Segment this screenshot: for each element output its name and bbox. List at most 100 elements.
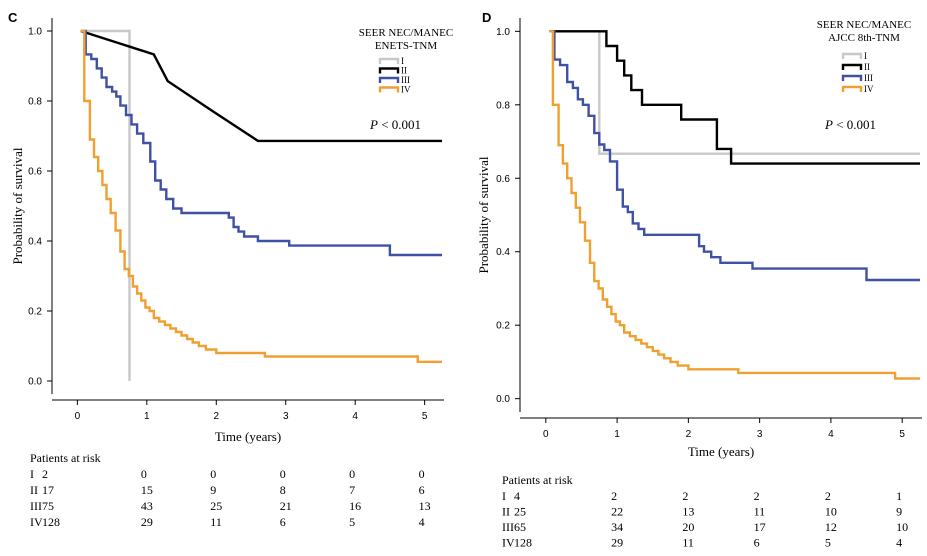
y-tick-label: 1.0	[28, 27, 42, 38]
legend-swatch-iv	[841, 85, 863, 92]
legend-swatch-ii	[841, 63, 863, 70]
risk-row-label: I	[502, 489, 506, 503]
series-line-ii	[549, 30, 920, 165]
risk-cell: 9	[896, 505, 902, 519]
risk-cell: 11	[210, 515, 222, 529]
y-tick-label: 0.8	[28, 97, 42, 108]
risk-cell: 128	[514, 536, 532, 550]
risk-cell: 10	[825, 505, 837, 519]
risk-cell: 17	[42, 483, 54, 497]
series-group	[549, 30, 920, 380]
risk-cell: 4	[896, 536, 902, 550]
legend-label: I	[401, 56, 404, 66]
y-tick-label: 0.0	[496, 394, 510, 405]
legend-swatch-iii	[841, 74, 863, 81]
risk-cell: 0	[210, 467, 216, 481]
legend-title-line: SEER NEC/MANEC	[817, 19, 911, 31]
risk-cell: 29	[141, 515, 153, 529]
x-tick-label: 2	[213, 411, 219, 422]
risk-cell: 8	[280, 483, 286, 497]
y-axis-title: Probability of survival	[10, 147, 25, 264]
risk-cell: 10	[896, 520, 908, 534]
series-group	[80, 29, 442, 381]
risk-cell: 128	[42, 515, 60, 529]
y-tick-label: 0.6	[28, 167, 42, 178]
p-value-text: < 0.001	[378, 117, 421, 132]
legend-swatch-i	[841, 52, 863, 59]
legend-label: III	[864, 73, 873, 83]
panel-letter: C	[8, 10, 18, 25]
risk-cell: 11	[682, 536, 694, 550]
y-axis-title: Probability of survival	[476, 156, 491, 273]
risk-cell: 5	[825, 536, 831, 550]
y-tick-label: 0.0	[28, 377, 42, 388]
risk-cell: 5	[349, 515, 355, 529]
risk-cell: 4	[419, 515, 425, 529]
risk-row-label: II	[502, 505, 510, 519]
x-tick-label: 3	[283, 411, 289, 422]
x-tick-label: 2	[686, 429, 692, 440]
risk-cell: 12	[825, 520, 837, 534]
legend-label: III	[401, 75, 410, 85]
p-value-annotation: P < 0.001	[824, 117, 876, 132]
risk-cell: 6	[280, 515, 286, 529]
risk-row-label: II	[30, 483, 38, 497]
x-tick-label: 0	[543, 429, 549, 440]
legend-label: I	[864, 51, 867, 61]
series-line-iv	[80, 29, 442, 363]
legend-label: II	[864, 62, 870, 72]
y-tick-label: 0.4	[496, 247, 510, 258]
risk-cell: 13	[419, 499, 431, 513]
p-value-symbol: P	[824, 117, 833, 132]
series-line-i	[80, 29, 131, 381]
risk-cell: 17	[754, 520, 766, 534]
series-line-iv	[549, 30, 920, 380]
legend-label: II	[401, 66, 407, 76]
risk-cell: 15	[141, 483, 153, 497]
risk-row-label: IV	[30, 515, 43, 529]
x-tick-label: 4	[352, 411, 358, 422]
risk-cell: 0	[419, 467, 425, 481]
series-line-iii	[80, 29, 442, 257]
risk-cell: 2	[825, 489, 831, 503]
risk-cell: 16	[349, 499, 361, 513]
legend-label: IV	[864, 84, 874, 94]
x-axis-title: Time (years)	[215, 429, 281, 444]
risk-row-label: I	[30, 467, 34, 481]
risk-cell: 65	[514, 520, 526, 534]
p-value-annotation: P < 0.001	[369, 117, 421, 132]
legend-swatch-iv	[378, 86, 400, 93]
y-tick-label: 1.0	[496, 27, 510, 38]
risk-cell: 25	[514, 505, 526, 519]
x-tick-label: 5	[899, 429, 905, 440]
y-tick-label: 0.4	[28, 237, 42, 248]
risk-cell: 1	[896, 489, 902, 503]
x-tick-label: 1	[614, 429, 620, 440]
risk-table-title: Patients at risk	[502, 473, 573, 487]
legend-swatch-i	[378, 57, 400, 64]
legend-swatch-iii	[378, 76, 400, 83]
legend-title-line: AJCC 8th-TNM	[828, 32, 900, 44]
risk-cell: 6	[754, 536, 760, 550]
risk-cell: 75	[42, 499, 54, 513]
risk-cell: 6	[419, 483, 425, 497]
legend-title: SEER NEC/MANEC AJCC 8th-TNM	[817, 19, 911, 44]
x-tick-label: 5	[422, 411, 428, 422]
risk-cell: 34	[611, 520, 623, 534]
legend-title-line: ENETS-TNM	[375, 40, 438, 52]
legend-title: SEER NEC/MANEC ENETS-TNM	[359, 27, 453, 52]
x-axis-title: Time (years)	[688, 444, 754, 459]
x-tick-label: 3	[757, 429, 763, 440]
risk-cell: 43	[141, 499, 153, 513]
risk-cell: 4	[514, 489, 520, 503]
risk-cell: 11	[754, 505, 766, 519]
p-value-symbol: P	[369, 117, 378, 132]
y-tick-label: 0.8	[496, 100, 510, 111]
legend-swatch-ii	[378, 67, 400, 74]
y-tick-label: 0.2	[496, 321, 510, 332]
y-tick-label: 0.6	[496, 174, 510, 185]
risk-cell: 13	[682, 505, 694, 519]
legend-label: IV	[401, 85, 411, 95]
